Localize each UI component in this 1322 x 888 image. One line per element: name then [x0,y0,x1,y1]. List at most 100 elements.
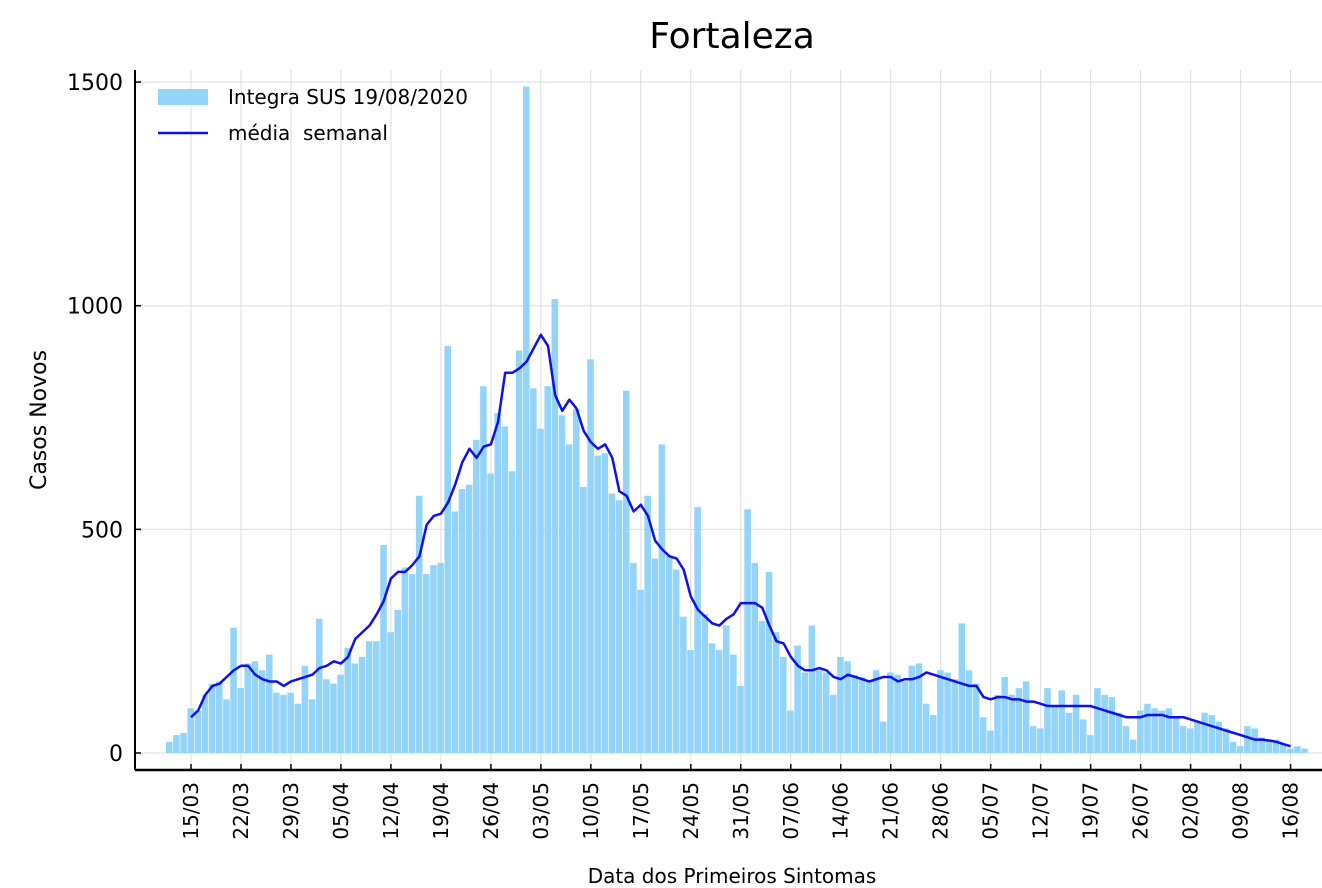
bar [894,674,901,754]
bar [1137,710,1144,754]
bar [1079,719,1087,754]
x-tick-label: 28/06 [929,782,953,840]
bar [908,665,916,754]
bar [287,692,294,754]
bar [644,495,651,754]
bar [1029,726,1037,754]
legend-label: média semanal [228,121,388,145]
bar [1158,710,1166,754]
bar [530,388,537,754]
x-tick-label: 24/05 [679,782,703,840]
bar [594,455,601,754]
x-tick-label: 14/06 [829,782,853,840]
bar [794,645,801,754]
bar [473,439,480,754]
x-tick-label: 05/07 [979,782,1003,840]
x-tick-label: 05/04 [329,782,353,840]
bar [858,676,866,754]
x-tick-label: 12/07 [1029,782,1053,840]
bar [1129,739,1137,754]
bar [1179,726,1187,754]
bar [244,663,252,754]
bar [1237,746,1244,754]
bar [701,614,709,754]
bar [979,717,987,754]
bar [315,618,323,754]
bar [708,643,716,754]
bar [251,661,259,754]
bar [237,688,244,754]
bar [972,683,980,754]
bar [373,641,380,754]
bar [1272,739,1280,754]
bar [951,679,958,754]
legend: Integra SUS 19/08/2020 média semanal [158,85,468,145]
bar [273,692,280,754]
bar [601,453,609,754]
bar [715,650,723,754]
bar [944,672,951,754]
y-tick-label: 0 [109,742,123,767]
bar [665,556,673,754]
bar [180,732,187,754]
bar [444,345,452,754]
bar [630,562,637,754]
bar [451,511,459,754]
bar [280,694,287,754]
bar [558,415,566,754]
bar [323,679,330,754]
bar [1122,726,1130,754]
bar [365,641,373,754]
y-tick-label: 500 [81,518,123,543]
bar [1187,728,1194,754]
bar [258,670,266,754]
bar [1286,748,1294,754]
bar [387,632,394,754]
chart-title: Fortaleza [649,16,815,57]
bar [915,663,923,754]
bar [1151,708,1158,754]
x-tick-label: 17/05 [629,782,653,840]
bar [1201,712,1208,754]
bar [772,632,780,754]
bar [1222,728,1230,754]
bar [1101,694,1108,754]
bar [437,562,444,754]
bar [415,495,423,754]
bar [830,694,837,754]
x-tick-label: 21/06 [879,782,903,840]
bar [1008,694,1016,754]
bar [651,558,659,754]
bar [330,683,337,754]
bar [1258,737,1265,754]
x-tick-label: 19/07 [1079,782,1103,840]
bar [1265,739,1273,754]
bar [1037,728,1044,754]
x-tick-label: 07/06 [779,782,803,840]
bar [1165,708,1173,754]
bar [1279,744,1287,754]
bar [658,444,666,754]
bar [1229,741,1237,754]
bar [765,571,773,754]
bar [680,616,687,754]
x-tick-label: 31/05 [729,782,753,840]
legend-label: Integra SUS 19/08/2020 [228,85,468,109]
bar [672,569,680,754]
x-tick-label: 10/05 [579,782,603,840]
bar [544,386,551,754]
bar [344,647,352,754]
bar [458,489,466,754]
bar [808,625,816,754]
bar [515,350,523,754]
x-tick-label: 22/03 [229,782,253,840]
bar [173,735,180,754]
bar [965,670,973,754]
bar [465,484,473,754]
bar [815,670,823,754]
bar [230,627,237,754]
y-tick-label: 1500 [67,71,123,96]
bar [201,694,209,754]
bar [987,730,994,754]
